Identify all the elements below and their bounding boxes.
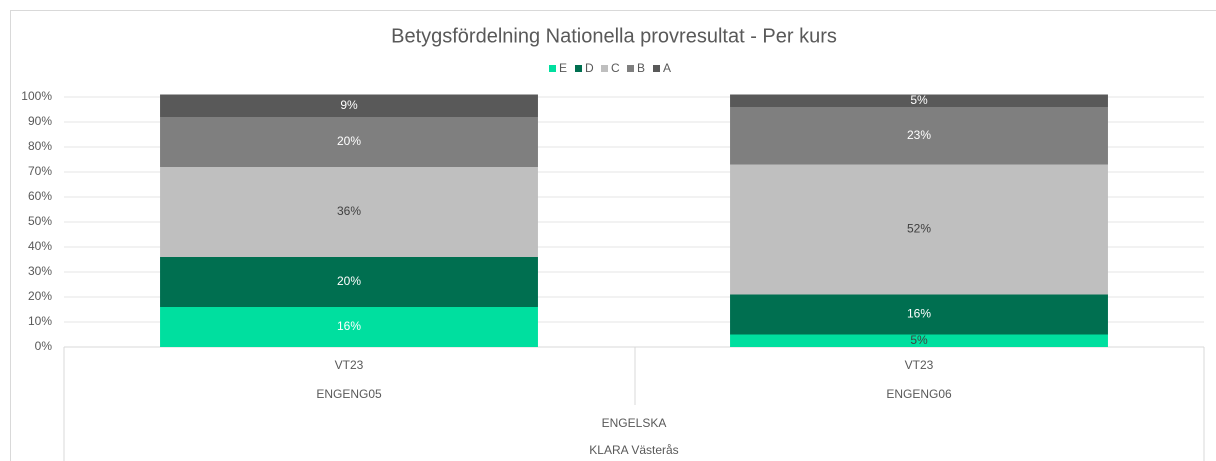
legend-swatch [601, 65, 608, 72]
data-label: 36% [337, 204, 361, 218]
y-tick-label: 60% [28, 189, 52, 203]
bar-segment [730, 94, 1108, 107]
y-tick-label: 70% [28, 164, 52, 178]
bar-segment [160, 94, 538, 117]
y-tick-label: 90% [28, 114, 52, 128]
bar-segment [160, 257, 538, 307]
bar-segment [160, 117, 538, 167]
school-label: KLARA Västerås [589, 443, 678, 457]
course-label: ENGENG05 [316, 387, 382, 401]
bar-segment [730, 294, 1108, 335]
legend-label: D [585, 61, 594, 75]
legend-label: C [611, 61, 620, 75]
legend-swatch [575, 65, 582, 72]
legend-swatch [549, 65, 556, 72]
legend-swatch [653, 65, 660, 72]
data-label: 20% [337, 134, 361, 148]
data-label: 20% [337, 274, 361, 288]
chart-title: Betygsfördelning Nationella provresultat… [391, 25, 837, 47]
data-label: 23% [907, 128, 931, 142]
data-label: 16% [907, 307, 931, 321]
y-tick-label: 20% [28, 289, 52, 303]
bar-segment [730, 107, 1108, 165]
data-label: 16% [337, 319, 361, 333]
y-tick-label: 100% [21, 89, 52, 103]
bar-segment [160, 307, 538, 347]
x-tick-label: VT23 [335, 358, 364, 372]
y-tick-label: 0% [35, 339, 53, 353]
y-tick-label: 40% [28, 239, 52, 253]
data-label: 5% [910, 333, 928, 347]
y-tick-label: 50% [28, 214, 52, 228]
bar-segment [730, 164, 1108, 295]
bar-segment [160, 167, 538, 257]
subject-label: ENGELSKA [602, 416, 667, 430]
legend-label: E [559, 61, 567, 75]
bar-segment [730, 334, 1108, 347]
data-label: 9% [340, 98, 358, 112]
course-label: ENGENG06 [886, 387, 952, 401]
legend-label: A [663, 61, 671, 75]
legend-swatch [627, 65, 634, 72]
data-label: 52% [907, 222, 931, 236]
y-tick-label: 10% [28, 314, 52, 328]
x-tick-label: VT23 [905, 358, 934, 372]
data-label: 5% [910, 93, 928, 107]
legend-label: B [637, 61, 645, 75]
y-tick-label: 30% [28, 264, 52, 278]
y-tick-label: 80% [28, 139, 52, 153]
